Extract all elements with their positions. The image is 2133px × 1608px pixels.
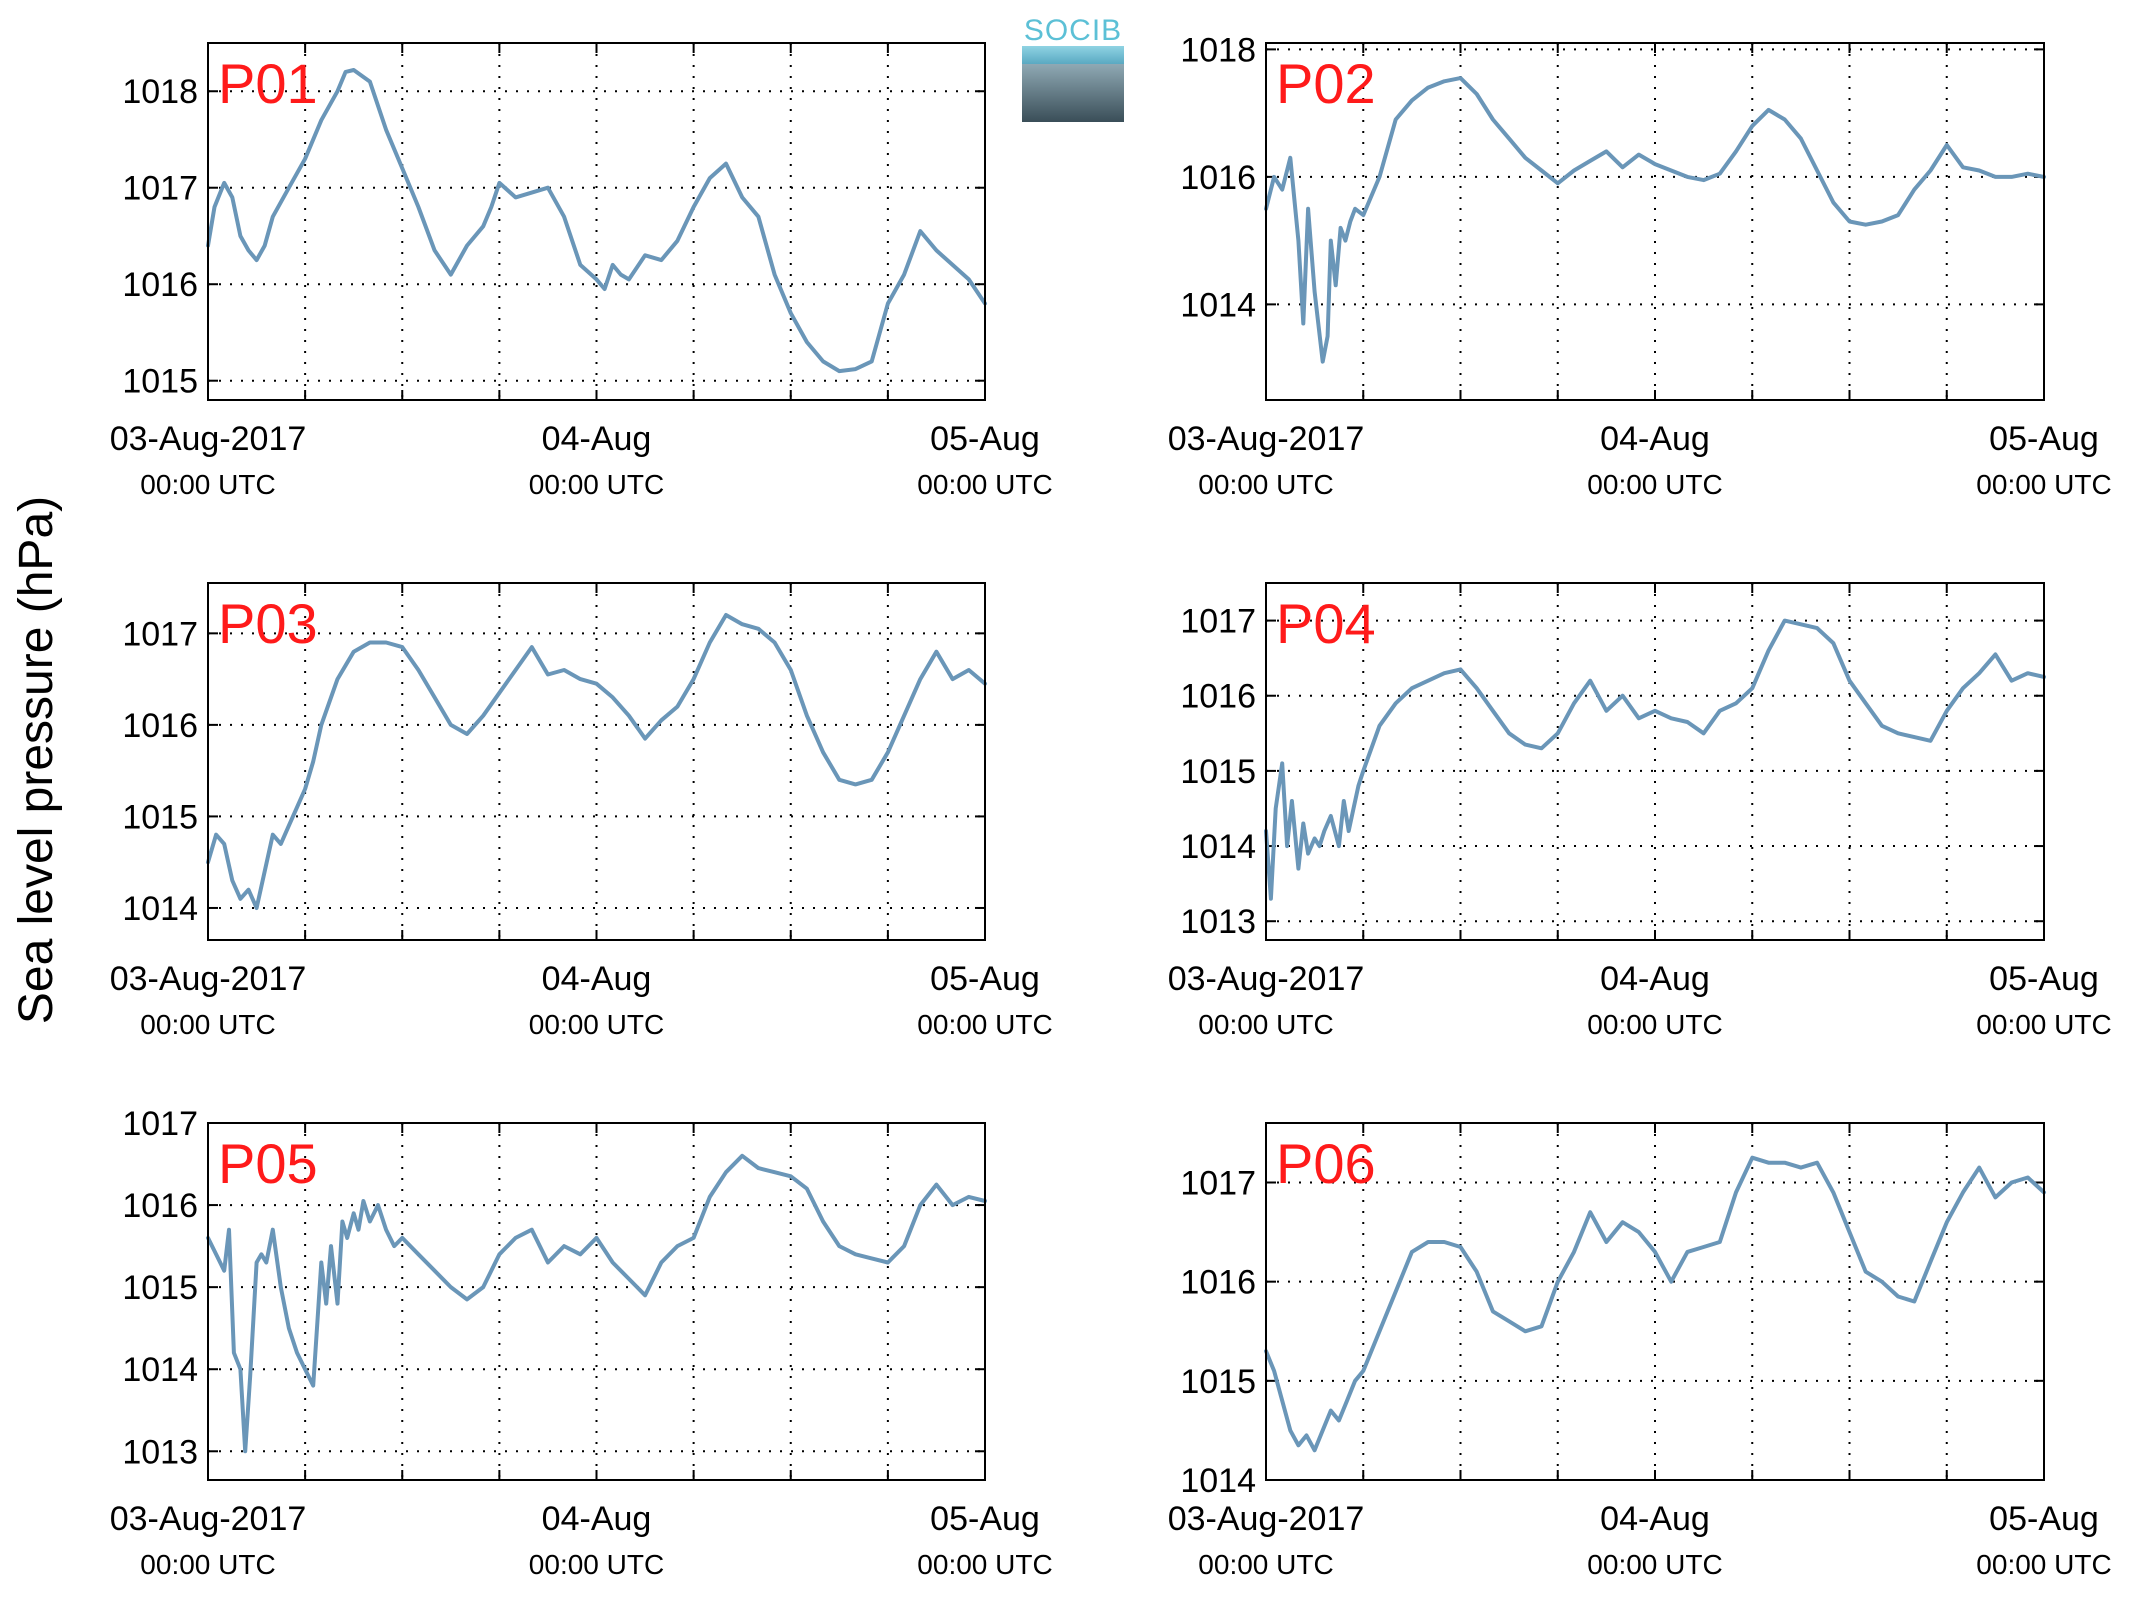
logo-text: SOCIB [1023,14,1123,47]
panel-label: P03 [218,592,318,655]
y-tick-label: 1014 [1180,286,1256,324]
logo-wave [1022,46,1124,64]
x-tick-sublabel: 00:00 UTC [1198,1009,1333,1040]
x-tick-label: 04-Aug [542,1500,652,1538]
x-tick-label: 04-Aug [1600,960,1710,998]
x-tick-sublabel: 00:00 UTC [1976,1009,2111,1040]
y-tick-label: 1017 [122,615,198,653]
x-tick-label: 03-Aug-2017 [1168,960,1365,998]
axes-frame [1265,582,2045,941]
x-tick-label: 05-Aug [930,420,1040,458]
series-line [1264,618,2046,901]
x-tick-label: 03-Aug-2017 [1168,1500,1365,1538]
x-tick-sublabel: 00:00 UTC [917,469,1052,500]
x-tick-sublabel: 00:00 UTC [1198,469,1333,500]
y-tick-label: 1015 [122,1269,198,1307]
panel-label: P05 [218,1132,318,1195]
y-tick-label: 1016 [1180,678,1256,716]
y-tick-label: 1018 [122,73,198,111]
x-tick-sublabel: 00:00 UTC [1587,469,1722,500]
x-tick-label: 04-Aug [1600,420,1710,458]
panel-label: P02 [1276,52,1376,115]
y-tick-label: 1018 [1180,31,1256,69]
panel-p05: 1013 1014 1015 1016 1017 03-Aug-2017 00:00 UTC… [110,1105,1053,1580]
x-tick-label: 05-Aug [1989,1500,2099,1538]
y-tick-label: 1017 [1180,1165,1256,1203]
x-tick-label: 05-Aug [930,960,1040,998]
x-tick-label: 04-Aug [542,420,652,458]
x-tick-label: 05-Aug [1989,420,2099,458]
panel-p03: 1014 1015 1016 1017 03-Aug-2017 00:00 UTC 04-A… [110,582,1053,1040]
y-tick-label: 1016 [122,266,198,304]
series-line [206,613,987,910]
x-tick-sublabel: 00:00 UTC [1976,1549,2111,1580]
x-tick-label: 05-Aug [1989,960,2099,998]
axes-frame [1265,42,2045,401]
axes-frame [1265,1122,2045,1481]
x-tick-label: 03-Aug-2017 [110,1500,307,1538]
y-tick-label: 1017 [122,170,198,208]
y-tick-label: 1014 [1180,1462,1256,1500]
x-tick-sublabel: 00:00 UTC [917,1009,1052,1040]
y-tick-label: 1017 [1180,603,1256,641]
series-line [1264,1155,2046,1453]
series-line [206,1153,987,1454]
y-tick-label: 1014 [122,1351,198,1389]
y-tick-label: 1017 [122,1105,198,1143]
x-tick-sublabel: 00:00 UTC [917,1549,1052,1580]
x-tick-sublabel: 00:00 UTC [1976,469,2111,500]
y-tick-label: 1016 [1180,159,1256,197]
y-tick-label: 1015 [1180,1363,1256,1401]
y-tick-label: 1014 [1180,828,1256,866]
axes-frame [207,582,986,941]
panel-p01: 1015 1016 1017 1018 03-Aug-2017 00:00 UTC 04-A… [110,42,1053,500]
x-tick-sublabel: 00:00 UTC [140,1009,275,1040]
panel-p02: 1014 1016 1018 03-Aug-2017 00:00 UTC 04-Aug 00… [1168,31,2112,500]
axes-frame [207,1122,986,1481]
x-tick-label: 03-Aug-2017 [110,420,307,458]
series-line [1264,76,2046,364]
y-tick-label: 1015 [122,798,198,836]
x-tick-sublabel: 00:00 UTC [529,1549,664,1580]
y-tick-label: 1014 [122,890,198,928]
x-tick-sublabel: 00:00 UTC [1587,1009,1722,1040]
y-tick-label: 1013 [1180,903,1256,941]
x-tick-sublabel: 00:00 UTC [140,469,275,500]
panel-p04: 1013 1014 1015 1016 1017 03-Aug-2017 00:00 UTC… [1168,582,2112,1040]
panel-p06: 1014 1015 1016 1017 03-Aug-2017 00:00 UTC 04-A… [1168,1122,2112,1580]
x-tick-sublabel: 00:00 UTC [140,1549,275,1580]
x-tick-sublabel: 00:00 UTC [1587,1549,1722,1580]
y-tick-label: 1016 [122,1187,198,1225]
x-tick-label: 05-Aug [930,1500,1040,1538]
logo-sea [1022,64,1124,122]
x-tick-label: 03-Aug-2017 [110,960,307,998]
x-tick-sublabel: 00:00 UTC [529,1009,664,1040]
panel-label: P06 [1276,1132,1376,1195]
panel-label: P01 [218,52,318,115]
x-tick-sublabel: 00:00 UTC [529,469,664,500]
panel-label: P04 [1276,592,1376,655]
series-line [206,68,987,374]
y-tick-label: 1016 [1180,1264,1256,1302]
x-tick-label: 04-Aug [1600,1500,1710,1538]
y-tick-label: 1015 [1180,753,1256,791]
y-tick-label: 1015 [122,363,198,401]
x-tick-sublabel: 00:00 UTC [1198,1549,1333,1580]
x-tick-label: 03-Aug-2017 [1168,420,1365,458]
y-tick-label: 1016 [122,707,198,745]
axes-frame [207,42,986,401]
socib-logo: SOCIB [1022,14,1124,122]
x-tick-label: 04-Aug [542,960,652,998]
y-tick-label: 1013 [122,1433,198,1471]
